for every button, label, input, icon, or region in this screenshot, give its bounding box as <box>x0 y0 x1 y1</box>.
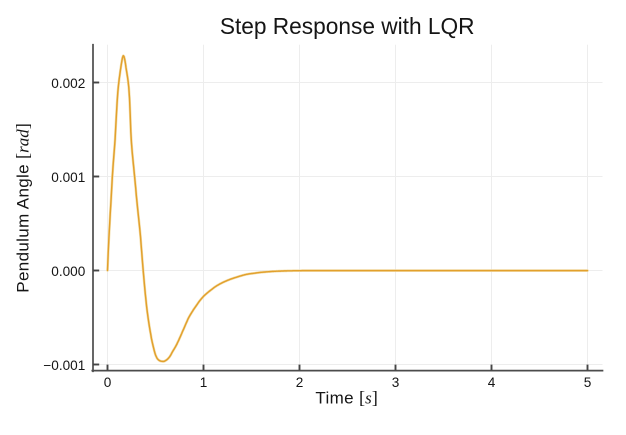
svg-text:Pendulum Angle [rad]: Pendulum Angle [rad] <box>13 123 33 293</box>
svg-text:−0.001: −0.001 <box>43 358 85 373</box>
svg-text:Step Response with LQR: Step Response with LQR <box>220 13 475 39</box>
svg-text:4: 4 <box>488 375 496 390</box>
svg-text:0.001: 0.001 <box>51 170 85 185</box>
svg-text:2: 2 <box>296 375 304 390</box>
svg-text:Time [s]: Time [s] <box>315 388 378 408</box>
svg-text:5: 5 <box>584 375 592 390</box>
svg-text:0.002: 0.002 <box>51 76 85 91</box>
svg-text:0.000: 0.000 <box>51 264 85 279</box>
svg-text:0: 0 <box>104 375 112 390</box>
svg-text:1: 1 <box>200 375 208 390</box>
svg-text:3: 3 <box>392 375 400 390</box>
